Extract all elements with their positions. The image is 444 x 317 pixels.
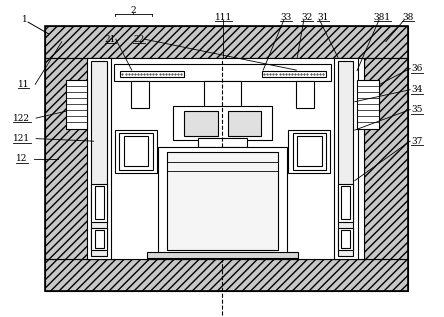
Bar — [87, 57, 111, 260]
Bar — [338, 184, 353, 222]
Bar — [119, 133, 152, 170]
Bar — [296, 81, 314, 108]
Bar — [184, 111, 218, 136]
Bar — [95, 186, 104, 219]
Bar — [297, 136, 321, 166]
Bar — [333, 57, 358, 260]
Text: 1: 1 — [22, 15, 28, 24]
Text: 11: 11 — [18, 80, 29, 89]
Bar — [338, 228, 353, 250]
Bar — [289, 130, 330, 173]
Bar — [66, 80, 87, 128]
Text: 38: 38 — [402, 13, 413, 22]
Bar — [228, 111, 261, 136]
Bar — [45, 260, 408, 291]
Bar — [147, 252, 298, 258]
Text: 22: 22 — [133, 35, 144, 44]
Bar — [198, 138, 247, 147]
Bar — [120, 71, 184, 77]
Bar — [341, 186, 350, 219]
Bar — [158, 147, 287, 255]
Bar — [364, 57, 408, 260]
Text: 21: 21 — [105, 35, 116, 44]
Bar — [166, 152, 278, 250]
Bar — [45, 26, 408, 291]
Bar — [124, 136, 148, 166]
Bar — [262, 71, 326, 77]
Bar — [91, 61, 107, 256]
Bar — [114, 64, 331, 81]
Text: 35: 35 — [411, 105, 423, 114]
Bar — [89, 57, 364, 260]
Bar — [45, 26, 408, 57]
Bar — [91, 228, 107, 250]
Bar — [91, 184, 107, 222]
Text: 121: 121 — [13, 134, 31, 143]
Bar — [341, 230, 350, 249]
Text: 32: 32 — [301, 13, 313, 22]
Bar — [115, 130, 157, 173]
Text: 34: 34 — [411, 85, 422, 94]
Bar — [45, 57, 89, 260]
Text: 2: 2 — [131, 6, 136, 15]
Bar — [204, 81, 241, 108]
Bar — [131, 81, 149, 108]
Text: 381: 381 — [374, 13, 391, 22]
Text: 31: 31 — [317, 13, 329, 22]
Text: 37: 37 — [411, 137, 422, 146]
Text: 12: 12 — [16, 154, 28, 163]
Text: 36: 36 — [411, 64, 422, 73]
Bar — [293, 133, 326, 170]
Bar — [357, 80, 379, 128]
Bar — [173, 107, 272, 139]
Bar — [338, 61, 353, 256]
Text: 111: 111 — [215, 13, 232, 22]
Bar — [95, 230, 104, 249]
Text: 122: 122 — [13, 113, 31, 123]
Text: 33: 33 — [281, 13, 292, 22]
